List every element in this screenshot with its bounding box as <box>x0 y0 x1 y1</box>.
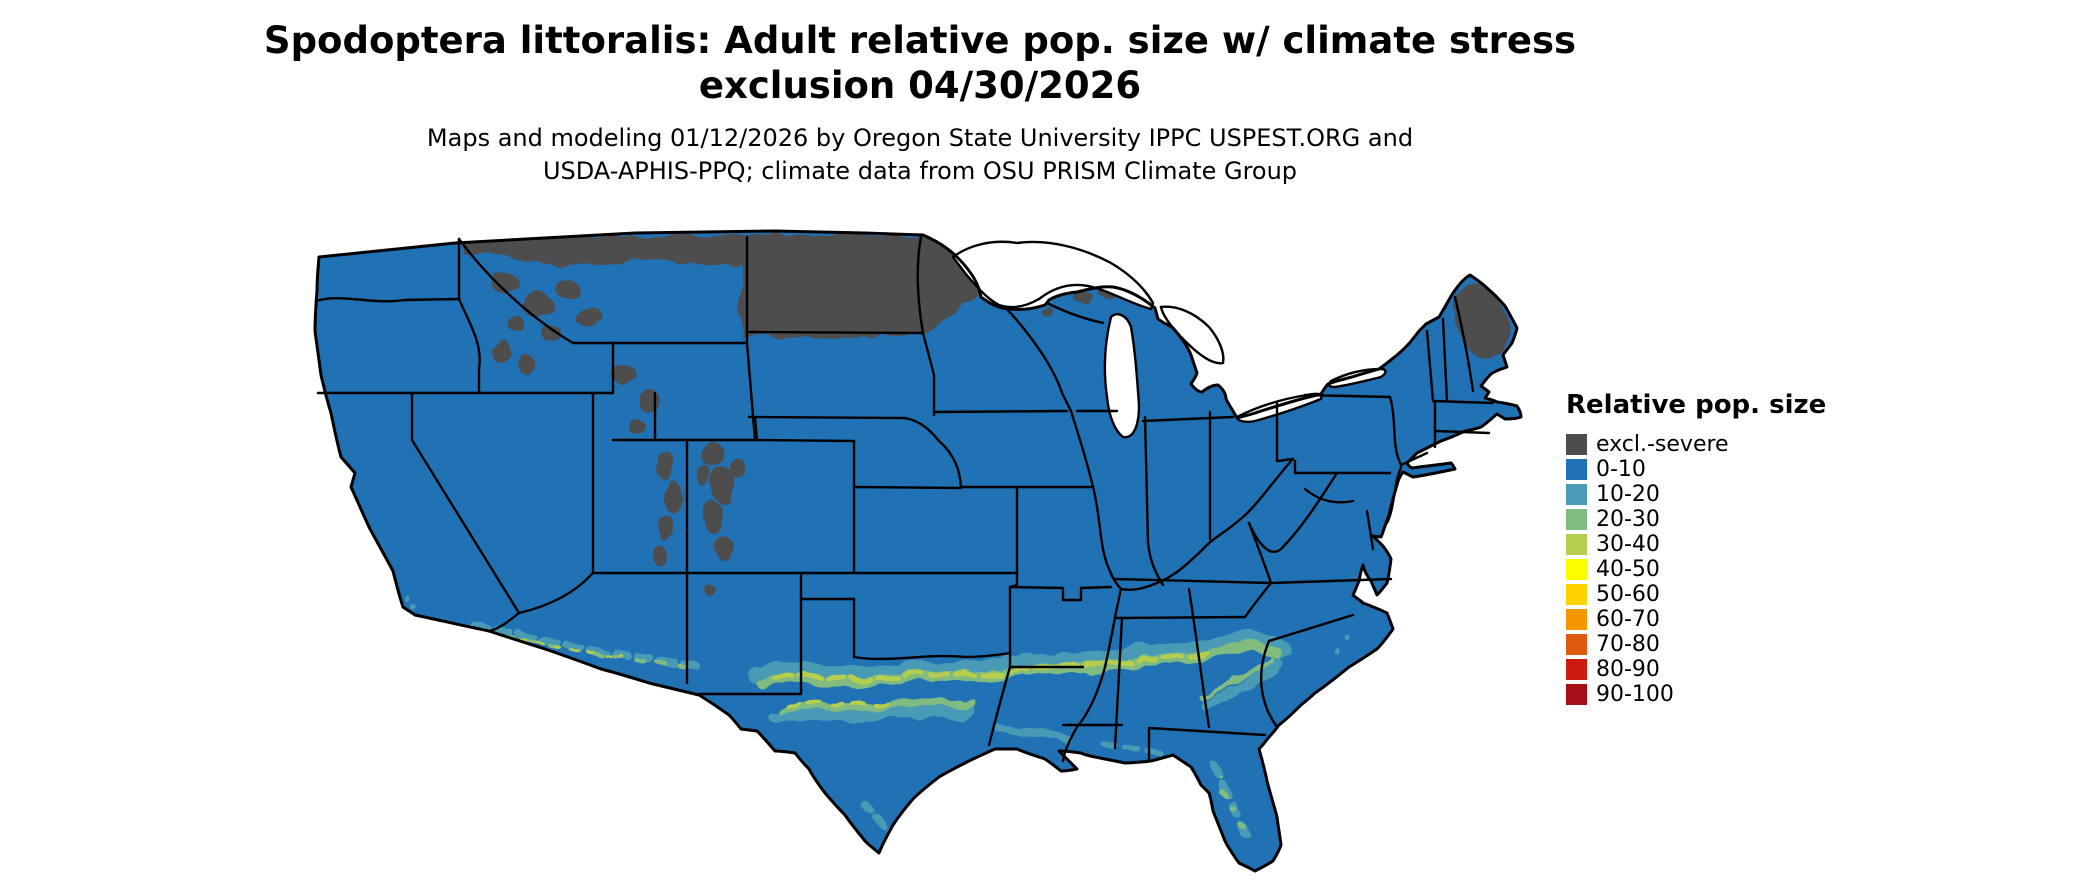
legend-swatch <box>1566 484 1587 505</box>
legend-entry-10-20: 10-20 <box>1566 482 1826 507</box>
legend-swatch <box>1566 584 1587 605</box>
legend-swatch <box>1566 659 1587 680</box>
nation-outline <box>313 229 1523 873</box>
legend-label: excl.-severe <box>1596 432 1729 457</box>
legend-label: 20-30 <box>1596 507 1660 532</box>
legend-swatch <box>1566 434 1587 455</box>
map-subtitle: Maps and modeling 01/12/2026 by Oregon S… <box>220 122 1620 188</box>
state-borders <box>314 235 1495 763</box>
legend-swatch <box>1566 534 1587 555</box>
legend-entry-20-30: 20-30 <box>1566 507 1826 532</box>
legend: Relative pop. size excl.-severe 0-10 10-20… <box>1566 390 1826 707</box>
lake-michigan <box>1103 313 1141 439</box>
legend-entry-80-90: 80-90 <box>1566 657 1826 682</box>
legend-label: 0-10 <box>1596 457 1646 482</box>
legend-label: 90-100 <box>1596 682 1674 707</box>
legend-swatch <box>1566 559 1587 580</box>
legend-label: 70-80 <box>1596 632 1660 657</box>
great-lakes <box>951 240 1387 439</box>
legend-label: 40-50 <box>1596 557 1660 582</box>
legend-swatch <box>1566 459 1587 480</box>
title-line-1: Spodoptera littoralis: Adult relative po… <box>263 19 1577 62</box>
legend-entry-60-70: 60-70 <box>1566 607 1826 632</box>
legend-label: 50-60 <box>1596 582 1660 607</box>
legend-entry-50-60: 50-60 <box>1566 582 1826 607</box>
lake-superior <box>951 240 1155 311</box>
lake-ontario <box>1327 367 1387 389</box>
legend-swatch <box>1566 509 1587 530</box>
subtitle-line-1: Maps and modeling 01/12/2026 by Oregon S… <box>426 124 1414 152</box>
subtitle-line-2: USDA-APHIS-PPQ; climate data from OSU PR… <box>542 157 1298 185</box>
legend-label: 60-70 <box>1596 607 1660 632</box>
legend-entry-90-100: 90-100 <box>1566 682 1826 707</box>
population-band-layer <box>399 594 1348 851</box>
legend-title: Relative pop. size <box>1566 390 1827 420</box>
legend-entry-70-80: 70-80 <box>1566 632 1826 657</box>
legend-entry-excl.-severe: excl.-severe <box>1566 432 1826 457</box>
legend-swatch <box>1566 634 1587 655</box>
legend-swatch <box>1566 609 1587 630</box>
map-title: Spodoptera littoralis: Adult relative po… <box>220 18 1620 108</box>
legend-label: 30-40 <box>1596 532 1660 557</box>
legend-label: 10-20 <box>1596 482 1660 507</box>
us-map <box>305 205 1527 885</box>
legend-swatch <box>1566 684 1587 705</box>
us-map-svg <box>313 229 1523 873</box>
legend-entry-30-40: 30-40 <box>1566 532 1826 557</box>
legend-entry-0-10: 0-10 <box>1566 457 1826 482</box>
legend-entries: excl.-severe 0-10 10-20 20-30 30-40 40-50 50-6… <box>1566 432 1826 707</box>
title-line-2: exclusion 04/30/2026 <box>698 64 1142 107</box>
legend-entry-40-50: 40-50 <box>1566 557 1826 582</box>
legend-label: 80-90 <box>1596 657 1660 682</box>
